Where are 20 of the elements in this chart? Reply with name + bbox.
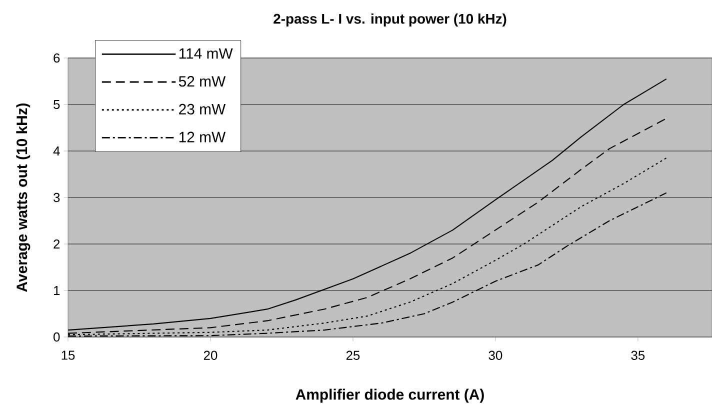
legend-label: 114 mW [179, 48, 233, 59]
y-axis-title: Average watts out (10 kHz) [16, 103, 30, 292]
y-tick-label: 6 [54, 53, 60, 63]
x-tick-label: 35 [631, 350, 645, 360]
line-series [68, 78, 667, 331]
chart-title: 2-pass L- I vs. input power (10 kHz) [274, 14, 506, 26]
legend-label: 23 mW [179, 104, 226, 114]
y-tick-label: 4 [53, 146, 60, 156]
y-tick-label: 0 [54, 332, 60, 342]
x-axis-title: Amplifier diode current (A) [296, 388, 484, 403]
y-tick-label: 1 [54, 286, 60, 295]
legend-label: 52 mW [178, 76, 226, 87]
x-tick-label: 30 [488, 350, 502, 360]
x-tick-label: 15 [62, 350, 75, 360]
legend-label: 12 mW [179, 132, 226, 142]
y-tick-label: 3 [54, 192, 60, 202]
x-tick-label: 20 [204, 350, 218, 360]
y-tick-label: 2 [54, 239, 60, 249]
x-tick-label: 25 [346, 350, 360, 360]
y-tick-label: 5 [54, 100, 60, 110]
